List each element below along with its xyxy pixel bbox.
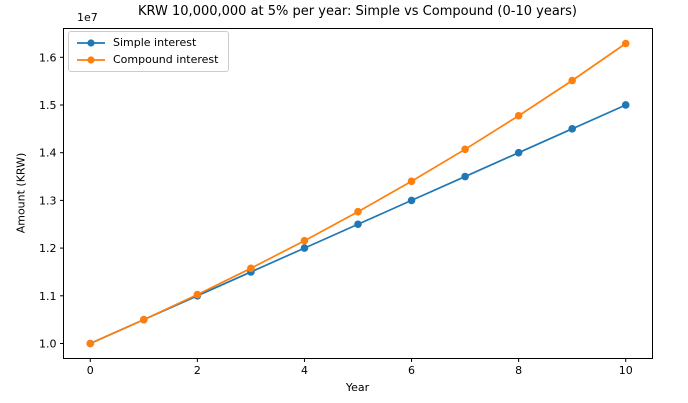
legend-marker-compound-interest-icon <box>77 55 105 64</box>
y-tick-label: 1.5 <box>39 99 57 112</box>
data-point-simple-interest <box>621 101 630 109</box>
y-tick-label: 1.4 <box>39 147 57 160</box>
x-tick-label: 0 <box>87 364 94 377</box>
legend-label-compound-interest: Compound interest <box>113 53 219 66</box>
axes-spines <box>63 28 653 359</box>
legend: Simple interest Compound interest <box>68 31 230 72</box>
x-tick-label: 6 <box>408 364 415 377</box>
data-point-simple-interest <box>300 244 309 252</box>
data-point-compound-interest <box>140 315 148 324</box>
y-tick-label: 1.2 <box>39 242 57 255</box>
x-tick-label: 2 <box>194 364 201 377</box>
data-point-compound-interest <box>407 177 416 186</box>
y-tick-label: 1.3 <box>39 194 57 207</box>
data-point-compound-interest <box>621 39 630 48</box>
x-tick-label: 8 <box>515 364 522 377</box>
data-point-simple-interest <box>407 196 416 205</box>
data-point-compound-interest <box>300 236 309 245</box>
data-point-simple-interest <box>568 125 576 133</box>
legend-item-compound-interest: Compound interest <box>76 53 218 66</box>
data-point-compound-interest <box>247 264 255 273</box>
y-tick-label: 1.0 <box>39 338 57 351</box>
y-tick-label: 1.1 <box>39 290 57 303</box>
series-line-compound-interest <box>89 42 627 345</box>
y-axis-offset-label: 1e7 <box>77 11 98 24</box>
data-point-compound-interest <box>568 76 576 85</box>
y-tick-label: 1.6 <box>39 51 57 64</box>
data-point-compound-interest <box>461 145 469 154</box>
data-point-compound-interest <box>86 339 95 348</box>
data-point-simple-interest <box>461 172 469 181</box>
data-point-compound-interest <box>354 207 362 216</box>
data-point-simple-interest <box>354 220 362 229</box>
x-tick-label: 10 <box>619 364 633 377</box>
legend-marker-simple-interest-icon <box>77 38 105 47</box>
data-point-compound-interest <box>514 111 523 120</box>
x-tick-label: 4 <box>301 364 308 377</box>
legend-label-simple-interest: Simple interest <box>113 36 197 49</box>
y-axis-label: Amount (KRW) <box>14 152 28 234</box>
data-point-simple-interest <box>514 148 523 157</box>
data-point-compound-interest <box>193 290 202 299</box>
x-axis-label: Year <box>345 381 370 394</box>
legend-item-simple-interest: Simple interest <box>76 36 218 49</box>
chart-title: KRW 10,000,000 at 5% per year: Simple vs… <box>138 4 577 19</box>
